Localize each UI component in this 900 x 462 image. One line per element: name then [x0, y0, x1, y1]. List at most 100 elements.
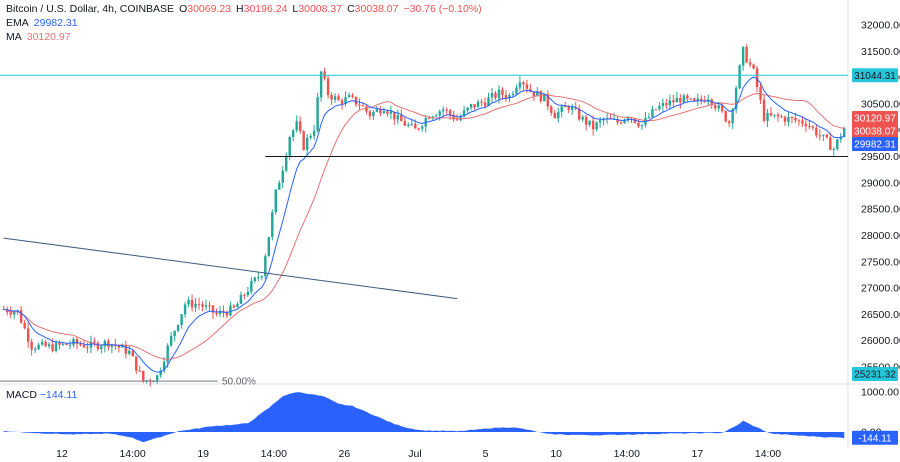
- candle-body: [33, 349, 37, 351]
- macd-tick-label: 1000.00: [861, 387, 899, 399]
- candle-body: [187, 300, 190, 305]
- y-tick-label: 28500.00: [861, 204, 900, 216]
- candle-body: [51, 344, 54, 351]
- candle-body: [159, 370, 162, 376]
- candle-body: [12, 311, 16, 315]
- candle-body: [40, 341, 44, 345]
- candle-body: [131, 350, 135, 357]
- candle-body: [769, 113, 773, 116]
- candle-body: [675, 98, 679, 103]
- candle-body: [211, 305, 215, 313]
- candle-body: [340, 100, 344, 104]
- ma-label: MA: [6, 31, 22, 43]
- y-tick-label: 27500.00: [861, 256, 900, 268]
- candle-body: [285, 155, 288, 171]
- candle-body: [745, 46, 748, 63]
- candle-body: [316, 97, 319, 131]
- candle-body: [288, 136, 291, 156]
- candle-body: [546, 93, 550, 107]
- candle-body: [801, 120, 804, 124]
- candle-body: [232, 305, 236, 308]
- candle-body: [417, 128, 420, 130]
- x-tick-label: 26: [339, 448, 351, 460]
- price-badge-fib_level: [852, 367, 898, 381]
- candle-body: [553, 112, 557, 119]
- candle-body: [68, 344, 72, 346]
- price-badge-text-fib_level: 25231.32: [854, 370, 896, 381]
- candle-body: [246, 291, 250, 296]
- candle-body: [9, 312, 12, 315]
- candle-body: [400, 115, 403, 122]
- macd-label: MACD: [6, 389, 37, 401]
- candle-body: [762, 99, 766, 121]
- macd-legend[interactable]: MACD −144.11: [6, 389, 77, 401]
- candle-body: [832, 148, 836, 150]
- candle-body: [668, 100, 672, 106]
- candle-body: [455, 119, 459, 121]
- candle-body: [393, 111, 396, 120]
- candle-body: [602, 119, 605, 121]
- candle-body: [347, 95, 351, 98]
- candle-body: [790, 117, 794, 119]
- candle-body: [818, 135, 822, 137]
- candle-body: [700, 98, 703, 101]
- candle-body: [843, 128, 846, 138]
- candle-body: [173, 330, 176, 337]
- candle-body: [107, 340, 110, 347]
- candle-body: [155, 375, 159, 382]
- candle-body: [372, 111, 375, 117]
- candle-body: [476, 101, 480, 108]
- candle-body: [215, 312, 218, 314]
- candle-body: [619, 122, 623, 124]
- candle-body: [142, 370, 145, 382]
- candle-body: [724, 111, 727, 122]
- y-tick-label: 26500.00: [861, 309, 900, 321]
- chart-legend: Bitcoin / U.S. Dollar, 4h, COINBASE O300…: [6, 2, 482, 44]
- candle-body: [595, 122, 598, 130]
- candle-body: [58, 342, 61, 345]
- candle-body: [637, 122, 640, 127]
- candle-body: [445, 109, 448, 111]
- candle-body: [403, 121, 407, 126]
- candle-body: [661, 102, 665, 107]
- candle-body: [825, 134, 829, 138]
- candle-body: [815, 127, 818, 136]
- ma-legend-row[interactable]: MA 30120.97: [6, 30, 482, 44]
- candle-body: [236, 303, 239, 308]
- candle-body: [686, 95, 689, 99]
- candle-body: [452, 114, 455, 120]
- candle-body: [647, 117, 651, 119]
- candle-body: [567, 106, 570, 111]
- candle-body: [110, 344, 114, 347]
- candle-body: [344, 97, 347, 104]
- candle-body: [584, 116, 588, 125]
- candle-body: [783, 117, 787, 122]
- candle-body: [829, 137, 832, 150]
- macd-value: −144.11: [39, 389, 78, 401]
- ema-legend-row[interactable]: EMA 29982.31: [6, 16, 482, 30]
- candle-body: [274, 189, 277, 213]
- candle-body: [291, 130, 295, 137]
- candle-body: [305, 137, 309, 150]
- candle-body: [100, 346, 103, 349]
- candle-body: [557, 111, 560, 119]
- candle-body: [494, 92, 497, 98]
- candle-body: [720, 105, 724, 112]
- candle-body: [253, 277, 257, 282]
- price-badge-text-ma: 30120.97: [854, 113, 896, 124]
- ma-line: [3, 93, 845, 360]
- price-badge-ema: [852, 136, 898, 151]
- y-tick-label: 29500.00: [861, 151, 900, 163]
- high-value: H30196.24: [236, 3, 288, 15]
- candle-body: [250, 281, 253, 292]
- candle-body: [727, 121, 731, 124]
- candle-body: [713, 105, 717, 109]
- candle-body: [511, 93, 515, 96]
- macd-area: [3, 392, 845, 443]
- symbol-title: Bitcoin / U.S. Dollar, 4h, COINBASE: [6, 3, 175, 15]
- candle-body: [679, 98, 682, 103]
- candle-body: [738, 65, 741, 89]
- candle-body: [441, 109, 445, 112]
